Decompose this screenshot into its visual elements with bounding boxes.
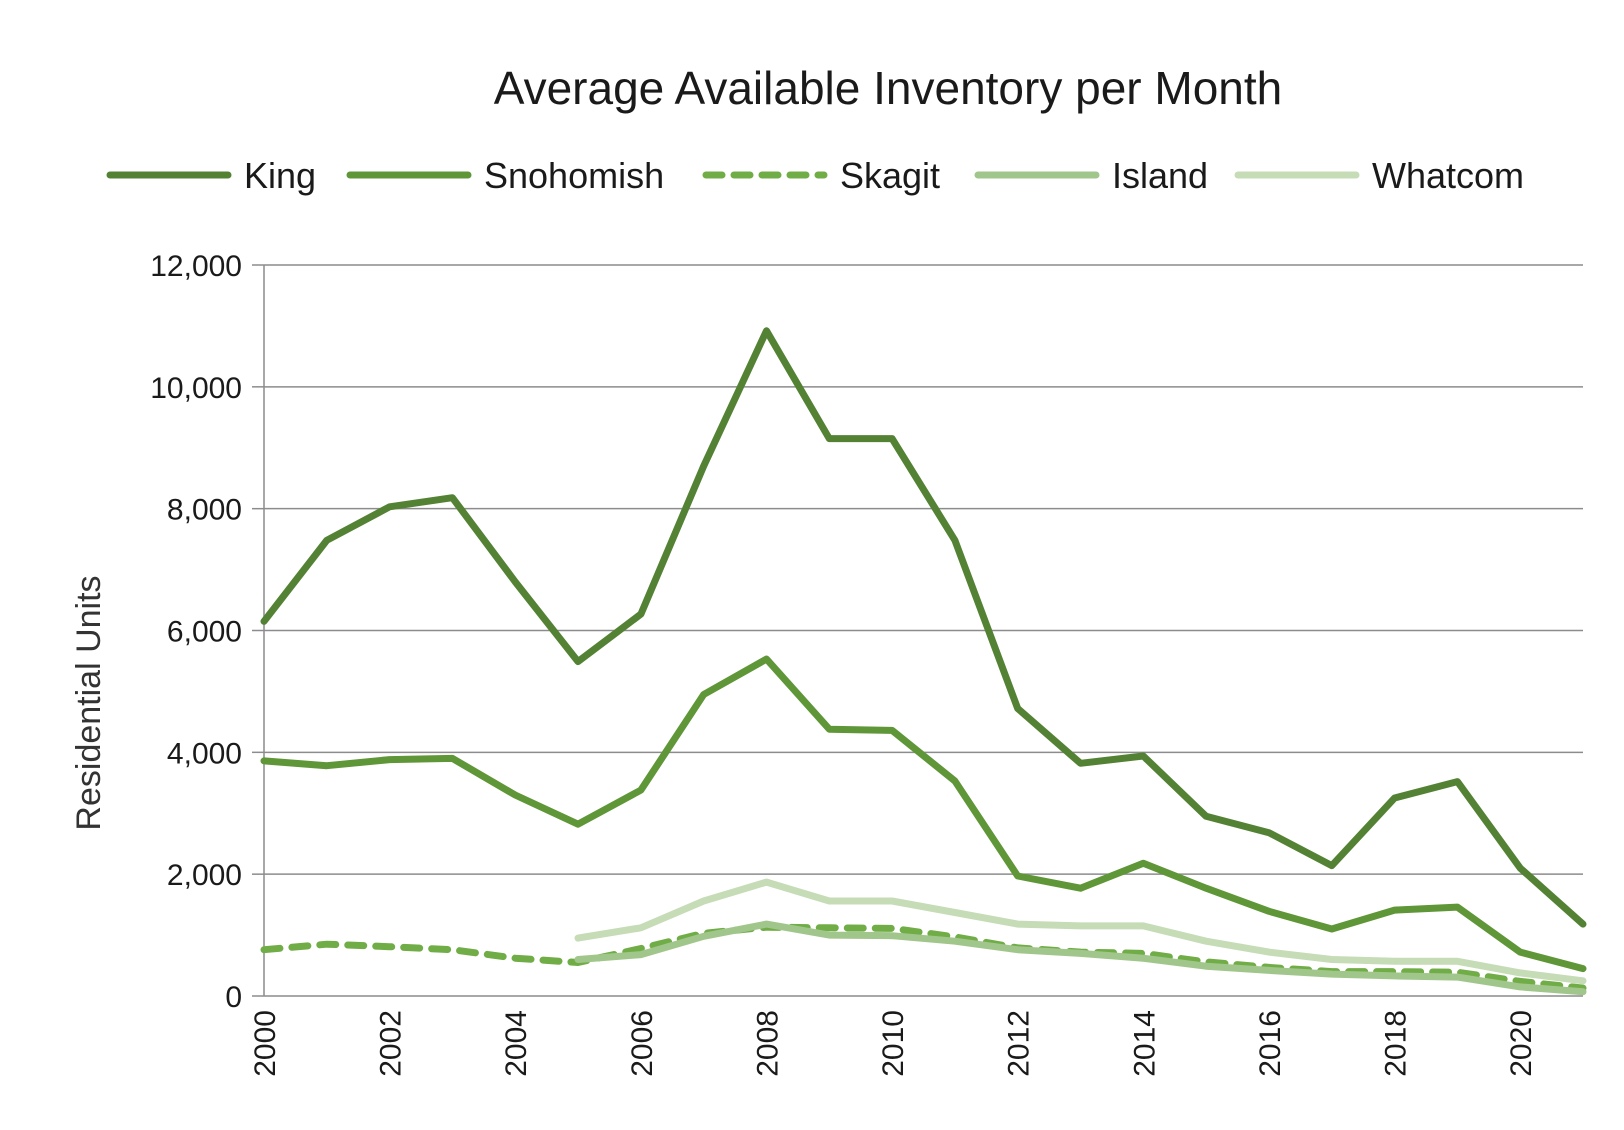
- x-tick-label: 2012: [1003, 1010, 1036, 1077]
- x-tick-label: 2020: [1505, 1010, 1538, 1077]
- x-axis-ticks: 2000 2002 2004 2006 2008 2010 2012 2014 2016 2018…: [249, 1010, 1538, 1077]
- series-line-king: [260, 327, 1587, 928]
- title-part: per Month: [1062, 62, 1282, 114]
- series-line-snohomish: [260, 655, 1587, 973]
- x-tick-label: 2010: [877, 1010, 910, 1077]
- legend-label: King: [244, 155, 316, 196]
- y-tick-label: 12,000: [150, 250, 242, 283]
- x-tick-label: 2016: [1254, 1010, 1287, 1077]
- legend-label: Whatcom: [1372, 155, 1524, 196]
- x-tick-label: 2004: [500, 1010, 533, 1077]
- series-group: [260, 327, 1587, 996]
- chart-title: Average Available Inventory per Month: [494, 62, 1283, 114]
- y-axis-ticks: 0 2,000 4,000 6,000 8,000 10,000 12,000: [150, 250, 264, 1014]
- legend-label: Skagit: [840, 155, 940, 196]
- x-tick-label: 2000: [249, 1010, 282, 1077]
- x-tick-label: 2018: [1380, 1010, 1413, 1077]
- title-part: Average Available: [494, 62, 873, 114]
- legend-label: Island: [1112, 155, 1208, 196]
- title-part-bold: Inventory: [873, 62, 1062, 114]
- x-tick-label: 2008: [751, 1010, 784, 1077]
- y-tick-label: 6,000: [167, 616, 242, 649]
- series-line-whatcom: [574, 878, 1587, 985]
- y-tick-label: 2,000: [167, 859, 242, 892]
- y-tick-label: 8,000: [167, 494, 242, 527]
- series-line-island: [574, 920, 1587, 996]
- gridlines: [263, 264, 1583, 997]
- y-tick-label: 0: [225, 981, 242, 1014]
- x-tick-label: 2006: [626, 1010, 659, 1077]
- x-tick-label: 2014: [1128, 1010, 1161, 1077]
- x-tick-label: 2002: [375, 1010, 408, 1077]
- y-axis-title: Residential Units: [70, 575, 108, 830]
- y-tick-label: 10,000: [150, 372, 242, 405]
- y-tick-label: 4,000: [167, 737, 242, 770]
- legend: King Snohomish Skagit Island Whatcom: [106, 155, 1524, 196]
- legend-label: Snohomish: [484, 155, 664, 196]
